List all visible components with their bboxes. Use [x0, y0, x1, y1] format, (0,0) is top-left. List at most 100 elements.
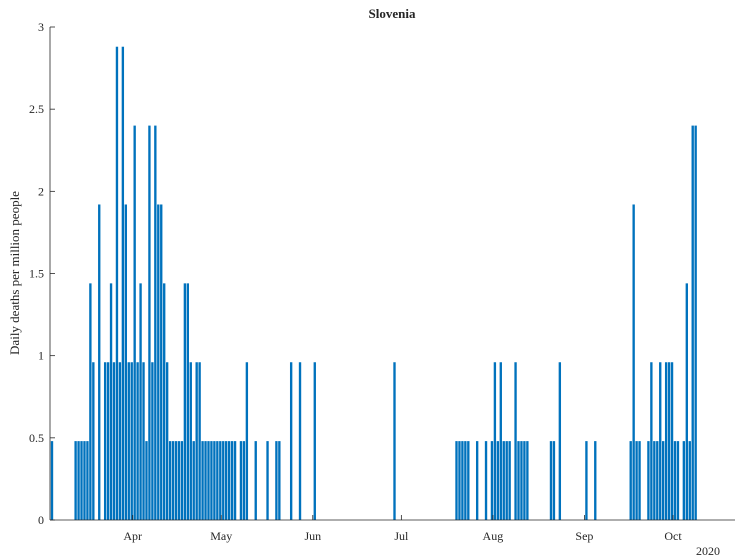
- bar: [635, 441, 638, 520]
- bar: [664, 362, 668, 520]
- bar: [157, 204, 160, 521]
- bar: [142, 362, 145, 520]
- bars-group: [50, 46, 697, 521]
- bar: [523, 441, 526, 520]
- bar: [210, 441, 213, 520]
- bar: [298, 362, 302, 520]
- bar: [650, 362, 653, 520]
- bar: [552, 441, 556, 520]
- bar: [89, 283, 92, 520]
- bar: [520, 441, 523, 520]
- bar: [514, 362, 517, 520]
- bar: [198, 362, 201, 520]
- bar: [106, 362, 110, 520]
- bar: [393, 362, 396, 520]
- bar: [180, 441, 184, 520]
- bar: [266, 441, 269, 520]
- bar: [86, 441, 89, 520]
- bar: [638, 441, 641, 520]
- x-tick-label: Aug: [483, 529, 504, 543]
- bar: [98, 204, 101, 521]
- bar: [508, 441, 511, 520]
- bar: [691, 125, 694, 520]
- bar: [493, 362, 497, 520]
- bar: [676, 441, 680, 520]
- bar: [192, 441, 195, 520]
- bar: [74, 441, 77, 520]
- bar: [467, 441, 470, 520]
- bar: [245, 362, 249, 520]
- bar: [174, 441, 178, 520]
- bar: [475, 441, 479, 520]
- x-tick-label: May: [210, 529, 232, 543]
- bar: [168, 441, 172, 520]
- bar: [278, 441, 281, 520]
- bar: [694, 125, 697, 520]
- y-tick-label: 2: [38, 184, 44, 198]
- bar: [201, 441, 204, 520]
- bar: [121, 46, 125, 520]
- bar: [558, 362, 562, 520]
- x-tick-label: Apr: [123, 529, 142, 543]
- x-tick-label: Oct: [664, 529, 682, 543]
- bar: [154, 125, 157, 520]
- bar: [118, 362, 122, 520]
- bar: [461, 441, 464, 520]
- bar: [177, 441, 181, 520]
- bar: [115, 46, 119, 520]
- bar: [464, 441, 467, 520]
- y-tick-label: 0.5: [29, 431, 44, 445]
- bar: [80, 441, 83, 520]
- bar: [526, 441, 529, 520]
- x-tick-label: Sep: [575, 529, 593, 543]
- x-year-label: 2020: [696, 544, 720, 558]
- bar: [496, 441, 500, 520]
- bar: [685, 283, 688, 520]
- bar: [505, 441, 508, 520]
- bar: [688, 441, 691, 520]
- bar: [219, 441, 222, 520]
- bar: [207, 441, 210, 520]
- bar: [130, 362, 133, 520]
- bar: [313, 362, 316, 520]
- bar: [239, 441, 243, 520]
- bar: [145, 441, 148, 520]
- bar: [216, 441, 219, 520]
- bar: [165, 362, 169, 520]
- bar: [647, 441, 650, 520]
- bar: [50, 441, 54, 520]
- bar: [222, 441, 225, 520]
- bar: [189, 362, 192, 520]
- bar: [133, 125, 136, 520]
- bar: [204, 441, 207, 520]
- y-axis-label: Daily deaths per million people: [7, 191, 22, 355]
- bar: [163, 283, 166, 520]
- bar: [667, 362, 671, 520]
- bar: [653, 441, 656, 520]
- bar: [225, 441, 228, 520]
- bar: [502, 441, 505, 520]
- bar: [289, 362, 293, 520]
- bar: [484, 441, 488, 520]
- bar: [594, 441, 597, 520]
- chart-title: Slovenia: [369, 6, 416, 21]
- bar: [629, 441, 632, 520]
- bar: [195, 362, 198, 520]
- bar: [490, 441, 494, 520]
- bar: [254, 441, 257, 520]
- y-tick-label: 2.5: [29, 102, 44, 116]
- bar: [109, 283, 113, 520]
- bar: [517, 441, 520, 520]
- axes-group: 0 0.5 1 1.5 2 2.5 3 Apr May Jun Jul Aug Sep Oct: [29, 20, 735, 543]
- bar: [670, 362, 674, 520]
- bar: [103, 362, 107, 520]
- bar: [139, 283, 142, 520]
- bar: [127, 362, 130, 520]
- x-tick-label: Jun: [304, 529, 321, 543]
- y-tick-label: 0: [38, 513, 44, 527]
- bar: [549, 441, 553, 520]
- bar: [213, 441, 216, 520]
- bar: [682, 441, 686, 520]
- bar: [83, 441, 86, 520]
